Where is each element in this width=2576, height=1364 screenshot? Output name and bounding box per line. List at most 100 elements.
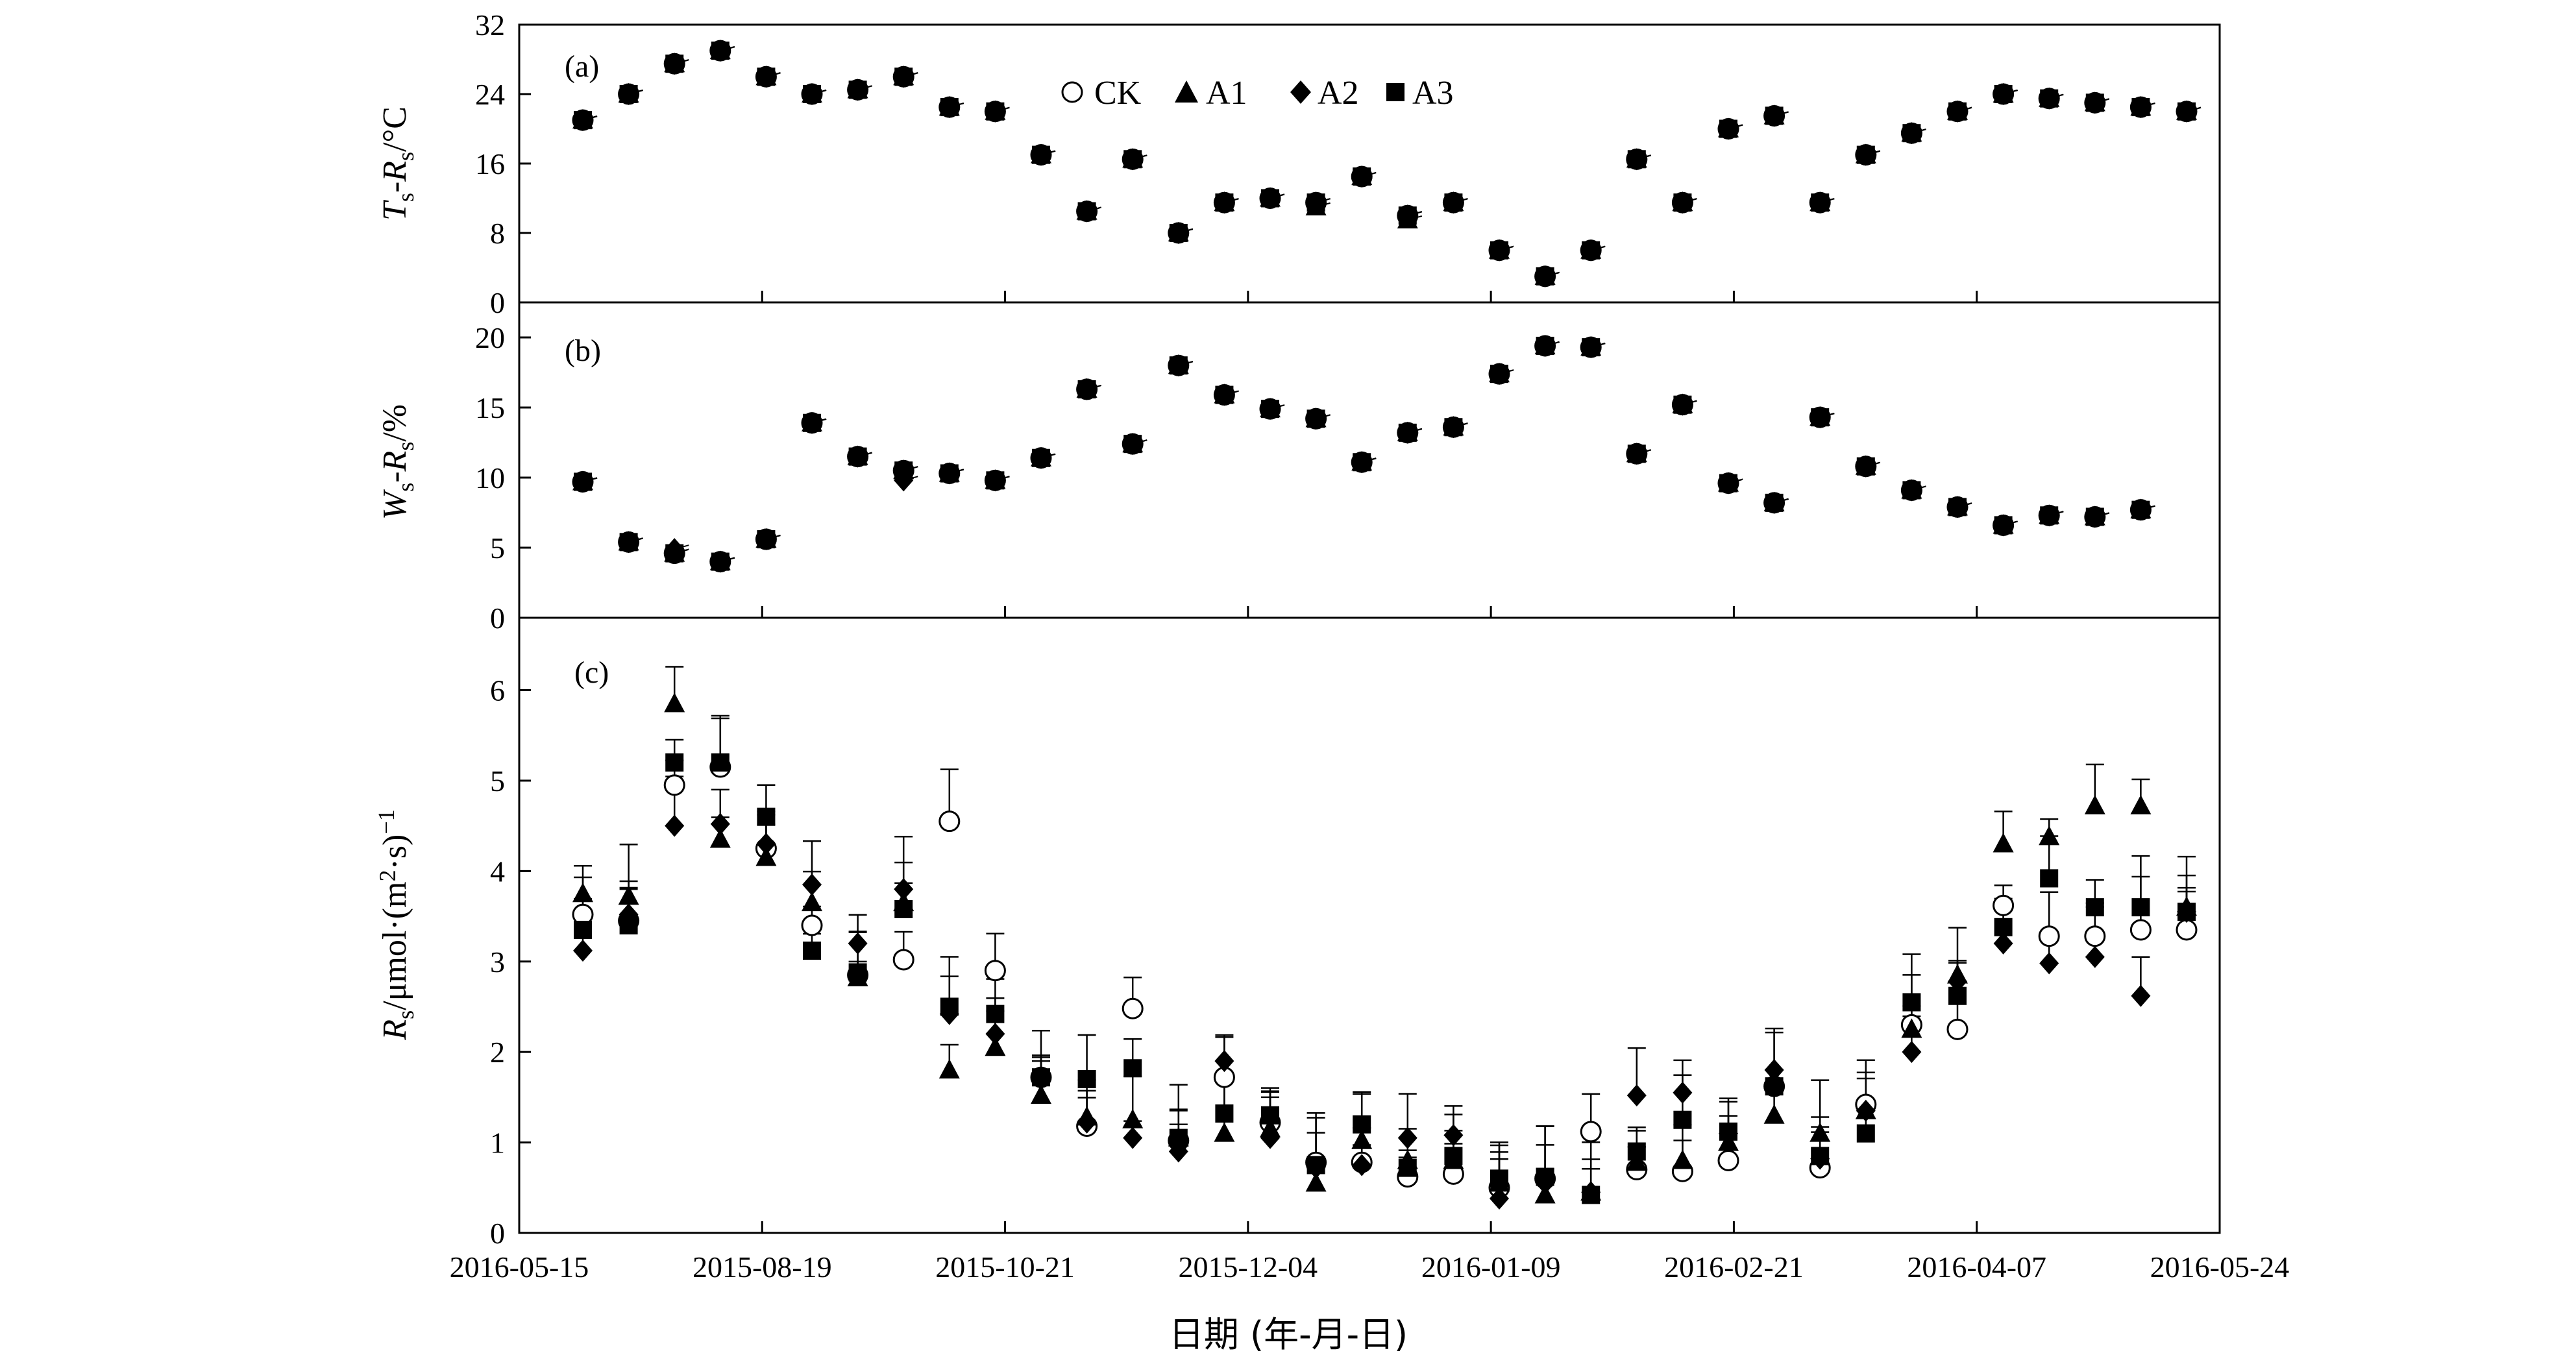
panel-c-point-a3 <box>1077 1070 1096 1088</box>
panel-a-point-a3 <box>1856 145 1875 164</box>
panel-c-ytick-label: 5 <box>490 764 505 798</box>
panel-a-point-a3 <box>1215 193 1234 212</box>
panel-b-point-a3 <box>574 472 592 491</box>
panel-a-point-a3 <box>711 42 730 60</box>
x-tick-label: 2016-05-15 <box>450 1250 589 1284</box>
panel-b-point-a3 <box>986 471 1005 490</box>
panel-b-point-a3 <box>1994 516 2013 535</box>
panel-a-point-a3 <box>1261 189 1279 208</box>
panel-c-point-a1 <box>2084 794 2105 814</box>
panel-a-point-a3 <box>1765 106 1784 125</box>
panel-c-point-a1 <box>1626 1151 1647 1171</box>
panel-c-points <box>572 692 2198 1210</box>
panel-c-point-a2 <box>1490 1187 1509 1210</box>
panel-a-point-a3 <box>1123 150 1142 169</box>
panel-a-point-a3 <box>1948 102 1967 121</box>
panel-c-point-a3 <box>1215 1104 1234 1123</box>
legend-a1-label: A1 <box>1206 75 1247 112</box>
legend-a1-marker <box>1175 80 1198 103</box>
panel-a-ytick-label: 32 <box>475 8 505 42</box>
panel-c-point-ck <box>2129 919 2152 941</box>
panel-b-point-a3 <box>940 464 959 483</box>
x-tick-label: 2015-12-04 <box>1179 1250 1318 1284</box>
panel-c-point-a3 <box>1856 1124 1875 1143</box>
panel-a-point-a3 <box>1902 124 1921 143</box>
legend-ck-marker <box>1061 81 1083 103</box>
panel-b-yticks: 0 5 10 15 20 <box>475 321 531 635</box>
panel-c-point-ck <box>2084 925 2106 947</box>
panel-b-point-a3 <box>1719 474 1737 493</box>
panel-c-point-a3 <box>2085 898 2104 917</box>
panel-c-point-a3 <box>711 753 730 772</box>
panel-c-point-a1 <box>1901 1018 1922 1038</box>
panel-b-point-a3 <box>1261 400 1279 419</box>
panel-a: (a) Ts-Rs/°C 0 8 16 24 32 CK A1 A2 A3 <box>376 8 2221 319</box>
panel-b-point-a3 <box>1353 453 1371 472</box>
panel-b-point-a3 <box>848 447 867 466</box>
panel-c-point-ck <box>1580 1121 1602 1143</box>
panel-c-point-a2 <box>710 812 730 835</box>
panel-b-point-a3 <box>1902 481 1921 500</box>
panel-a-point-a3 <box>2040 89 2059 108</box>
panel-c-point-a3 <box>1811 1147 1830 1165</box>
panel-c-point-a1 <box>985 1036 1006 1056</box>
panel-c-point-a3 <box>1673 1110 1692 1129</box>
panel-a-points <box>572 40 2202 287</box>
x-tick-label: 2016-04-07 <box>1907 1250 2046 1284</box>
panel-a-point-a3 <box>2131 98 2150 117</box>
x-tick-label: 2016-02-21 <box>1664 1250 1804 1284</box>
panel-c-point-a3 <box>803 942 821 960</box>
panel-c-point-a2 <box>2085 945 2105 968</box>
panel-c-point-a3 <box>894 899 913 918</box>
panel-c-point-a2 <box>985 1023 1005 1045</box>
panel-c-point-a3 <box>1123 1059 1142 1078</box>
panel-b-point-a3 <box>665 544 684 563</box>
x-tick-label: 2015-10-21 <box>935 1250 1075 1284</box>
panel-c-point-a2 <box>2131 984 2151 1007</box>
legend-a3-marker <box>1386 83 1405 101</box>
panel-c-point-a3 <box>986 1005 1005 1023</box>
panel-c-point-a1 <box>618 885 639 905</box>
panel-b-point-a3 <box>1444 418 1463 437</box>
panel-c-point-ck <box>984 960 1006 982</box>
panel-b-ytick-label: 20 <box>475 321 505 354</box>
panel-c-yticks: 0 1 2 3 4 5 6 <box>490 674 531 1250</box>
panel-c-point-a3 <box>2177 903 2196 921</box>
panel-c-point-a3 <box>1032 1068 1050 1087</box>
panel-a-point-a3 <box>1490 241 1508 260</box>
panel-c-point-a1 <box>1214 1122 1235 1142</box>
panel-a-ytick-label: 16 <box>475 147 505 180</box>
panel-c-point-a2 <box>894 878 914 901</box>
panel-a-point-a3 <box>619 85 638 103</box>
panel-c-point-a2 <box>1260 1127 1280 1149</box>
panel-c-point-a1 <box>1763 1104 1785 1124</box>
panel-a-point-a3 <box>1536 267 1554 286</box>
panel-c-point-a1 <box>2130 794 2152 814</box>
panel-a-point-a3 <box>2177 102 2196 121</box>
panel-b: (b) Ws-Rs/% 0 5 10 15 20 <box>376 301 2221 635</box>
panel-c-point-a2 <box>1626 1084 1647 1107</box>
panel-c-point-a3 <box>574 920 592 939</box>
panel-c-point-a3 <box>1353 1115 1371 1134</box>
panel-c-point-ck <box>801 914 823 936</box>
panel-c-point-a2 <box>1764 1059 1784 1082</box>
panel-b-label: (b) <box>565 334 601 368</box>
panel-a-point-a3 <box>1444 193 1463 212</box>
panel-b-ytick-label: 5 <box>490 531 505 565</box>
panel-c-point-a1 <box>1031 1084 1051 1104</box>
panel-c-point-ck <box>1993 894 2015 916</box>
panel-c-point-a1 <box>664 692 685 712</box>
panel-c-point-a3 <box>1948 986 1967 1005</box>
panel-b-point-a3 <box>1123 435 1142 454</box>
panel-b-point-a3 <box>1673 395 1692 414</box>
panel-c-point-a3 <box>2131 898 2150 917</box>
panel-c-point-ck <box>663 774 685 796</box>
panel-c-ytick-label: 1 <box>490 1127 505 1160</box>
panel-c-point-a3 <box>1627 1142 1646 1161</box>
panel-a-point-a3 <box>2085 93 2104 112</box>
panel-a-point-a3 <box>894 67 913 86</box>
panel-a-point-a3 <box>1811 193 1830 212</box>
panel-c-ylabel: Rs/μmol·(m2·s)−1 <box>373 809 419 1040</box>
panel-c-point-a3 <box>848 963 867 982</box>
panel-a-point-a3 <box>574 111 592 130</box>
